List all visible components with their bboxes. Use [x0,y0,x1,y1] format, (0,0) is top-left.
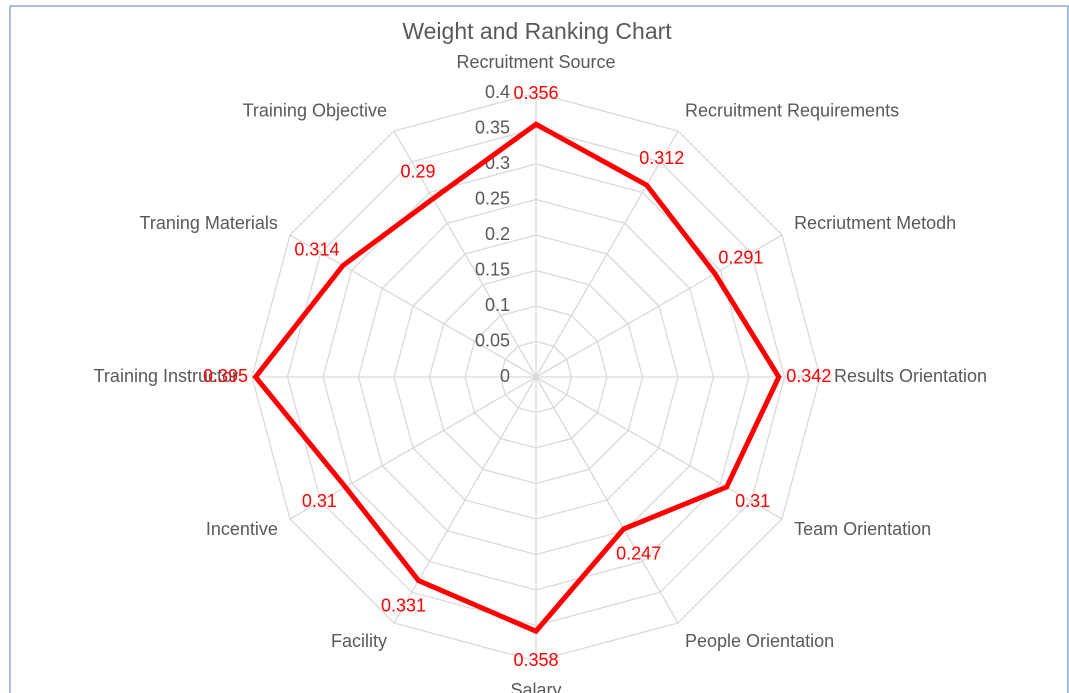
spoke [535,376,679,624]
value-label: 0.31 [302,491,337,511]
value-label: 0.247 [616,544,661,564]
value-label: 0.356 [513,83,558,103]
chart-frame [9,5,1069,693]
category-label: Recruitment Source [456,52,615,72]
r-tick-label: 0 [500,366,510,386]
category-label: People Orientation [685,631,834,651]
value-label: 0.331 [381,595,426,615]
category-label: Recruitment Requirements [685,101,899,121]
category-label: Traning Materials [140,213,278,233]
r-tick-label: 0.25 [475,188,510,208]
value-label: 0.291 [718,247,763,267]
value-label: 0.31 [735,491,770,511]
value-label: 0.358 [513,650,558,670]
category-label: Results Orientation [834,366,987,386]
r-tick-label: 0.2 [485,224,510,244]
r-tick-label: 0.15 [475,259,510,279]
spoke [393,130,537,378]
r-tick-label: 0.35 [475,117,510,137]
category-label: Incentive [206,519,278,539]
value-label: 0.29 [401,161,436,181]
r-tick-label: 0.05 [475,330,510,350]
category-label: Team Orientation [794,519,931,539]
spoke [289,376,537,520]
value-label: 0.312 [639,148,684,168]
r-tick-label: 0.4 [485,82,510,102]
chart-title: Weight and Ranking Chart [402,18,672,44]
spoke [535,130,679,378]
r-tick-label: 0.1 [485,295,510,315]
data-line [252,121,782,635]
value-label: 0.314 [294,239,339,259]
category-label: Training Objective [243,101,387,121]
category-label: Recriutment Metodh [794,213,956,233]
value-label: 0.395 [203,366,248,386]
value-label: 0.342 [786,366,831,386]
spoke [535,376,783,520]
category-label: Salary [510,680,561,693]
spoke [535,234,783,378]
category-label: Training Instructor [94,366,238,386]
spoke [289,234,537,378]
category-label: Facility [331,631,387,651]
